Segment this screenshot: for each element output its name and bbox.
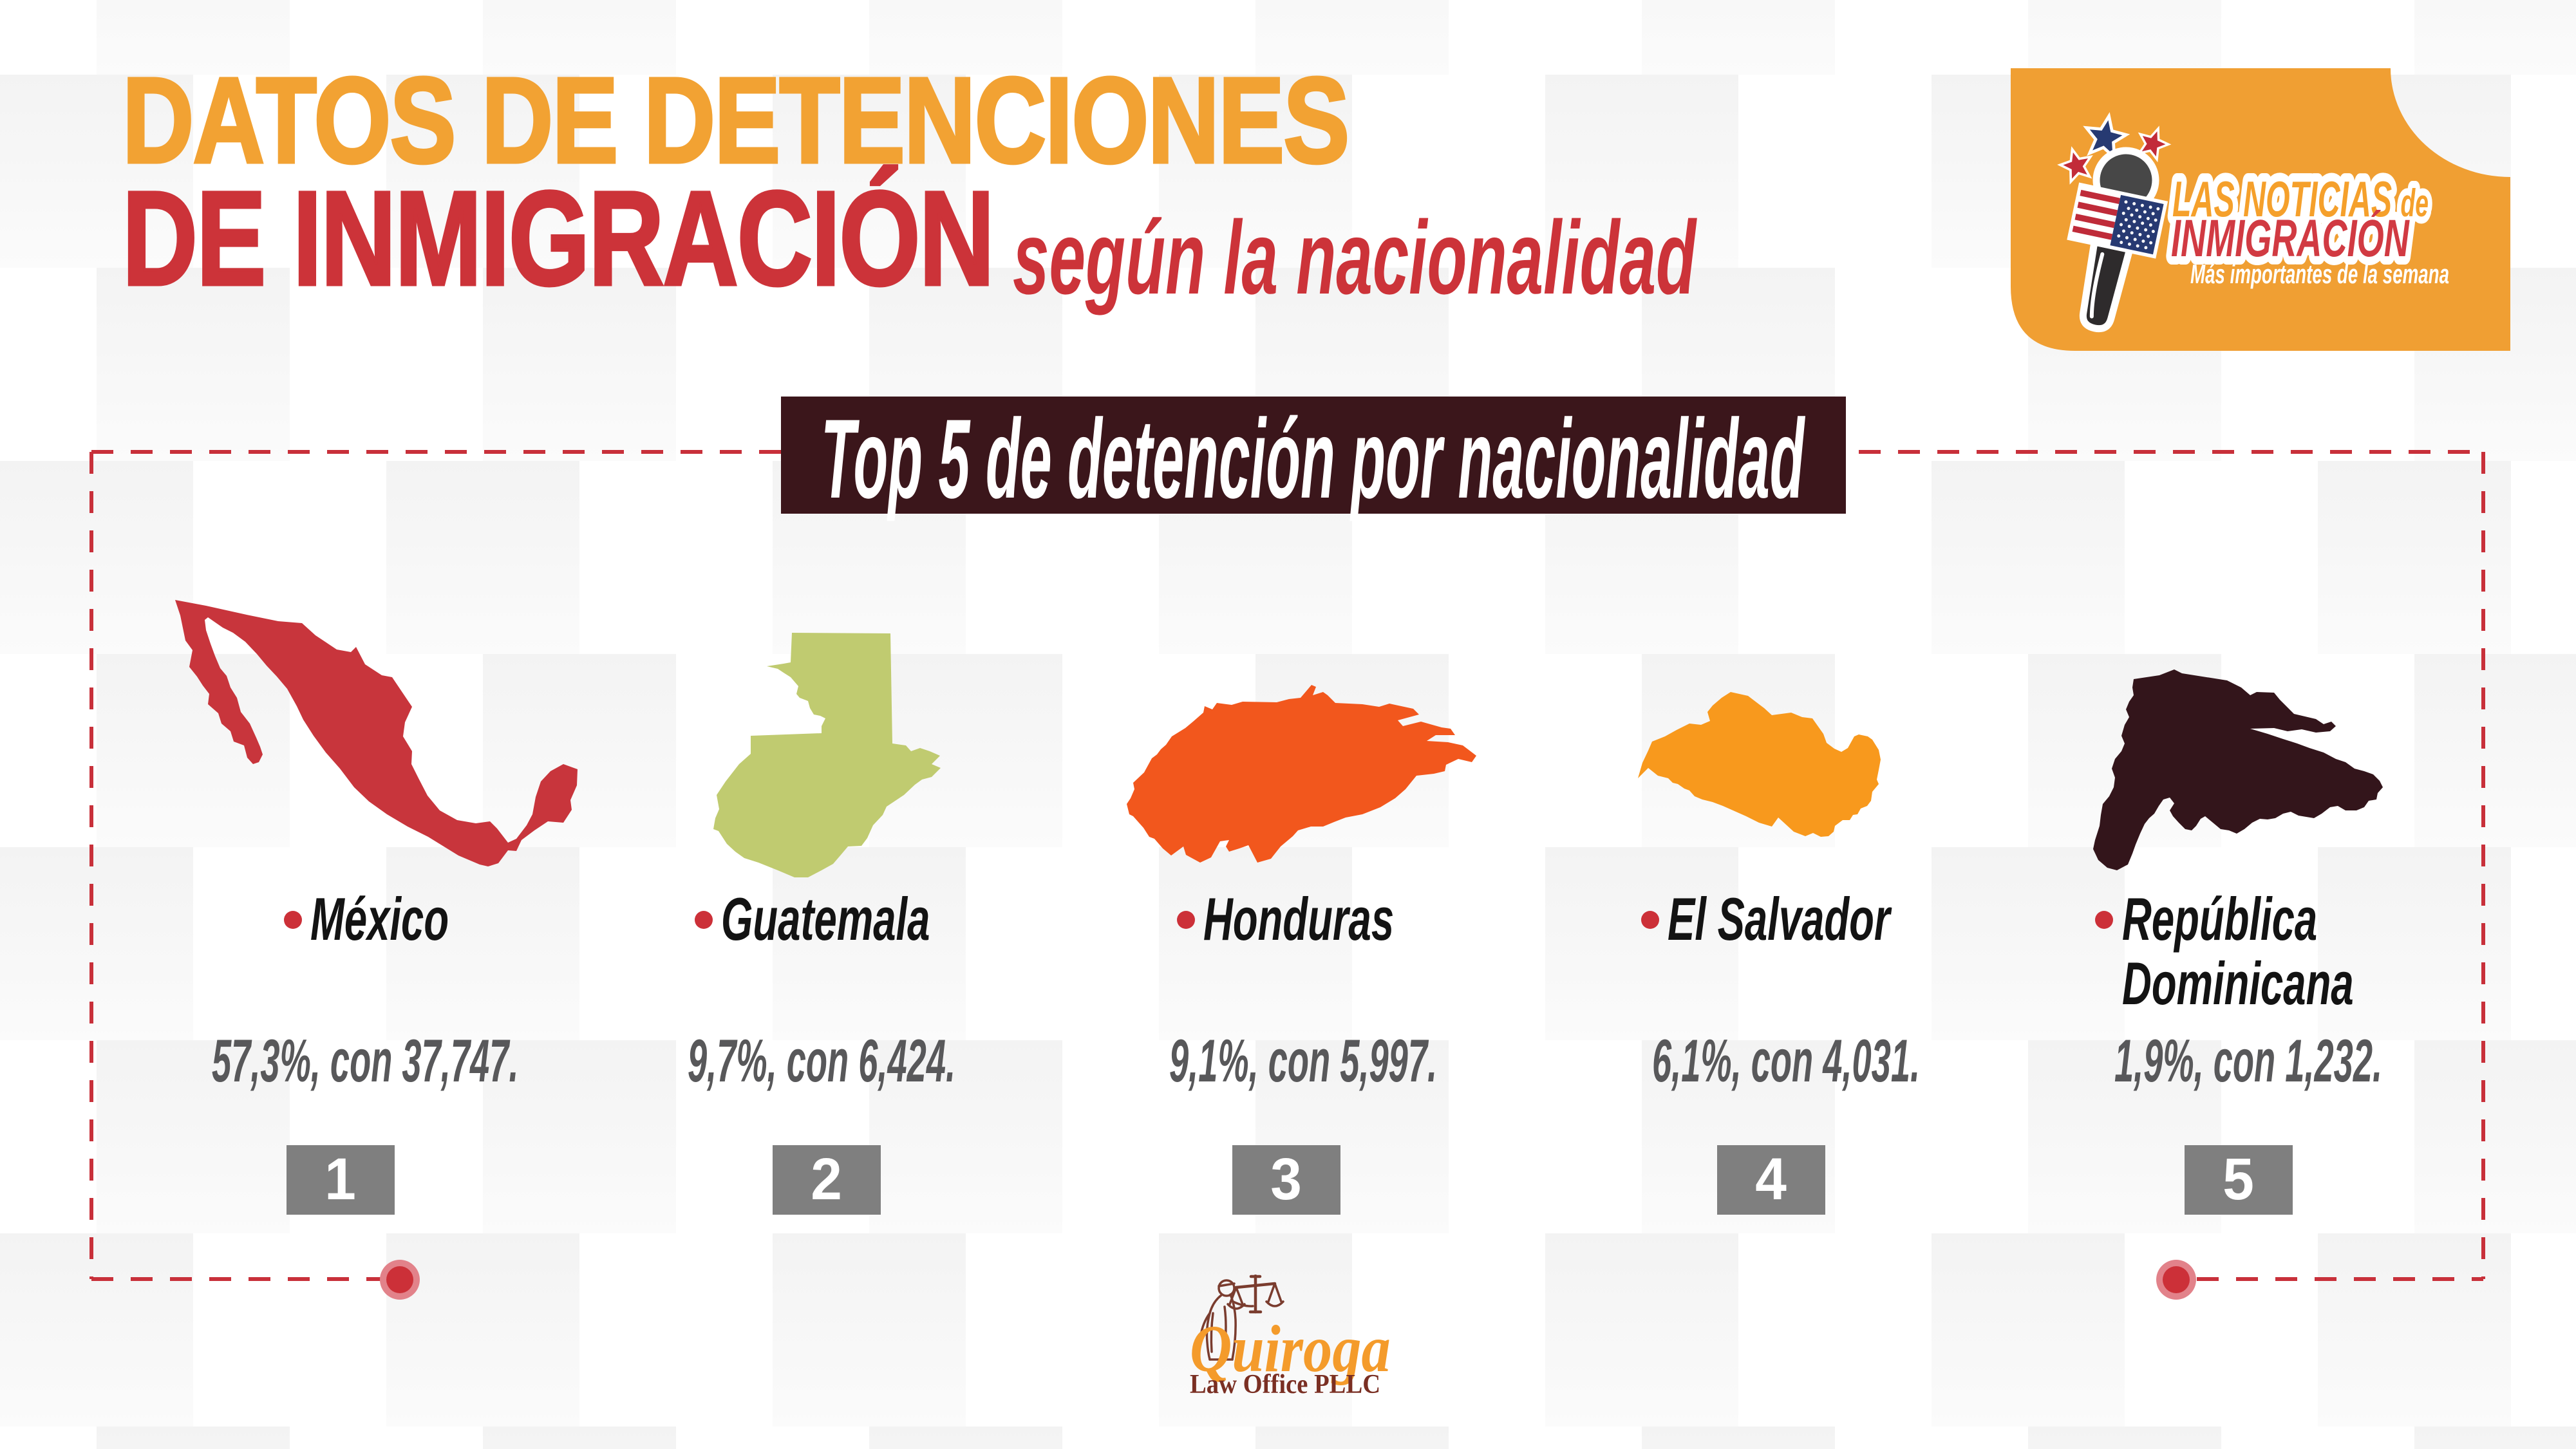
svg-text:INMIGRACIÓN: INMIGRACIÓN bbox=[2171, 209, 2410, 268]
svg-text:LAS NOTICIAS de: LAS NOTICIAS de bbox=[2172, 171, 2429, 227]
svg-text:LAS NOTICIAS de: LAS NOTICIAS de bbox=[2172, 171, 2429, 227]
svg-text:INMIGRACIÓN: INMIGRACIÓN bbox=[2171, 209, 2410, 268]
svg-text:Law Office PLLC: Law Office PLLC bbox=[1190, 1369, 1380, 1399]
svg-text:Quiroga: Quiroga bbox=[1190, 1312, 1391, 1386]
svg-text:Más importantes de la semana: Más importantes de la semana bbox=[2190, 259, 2449, 289]
